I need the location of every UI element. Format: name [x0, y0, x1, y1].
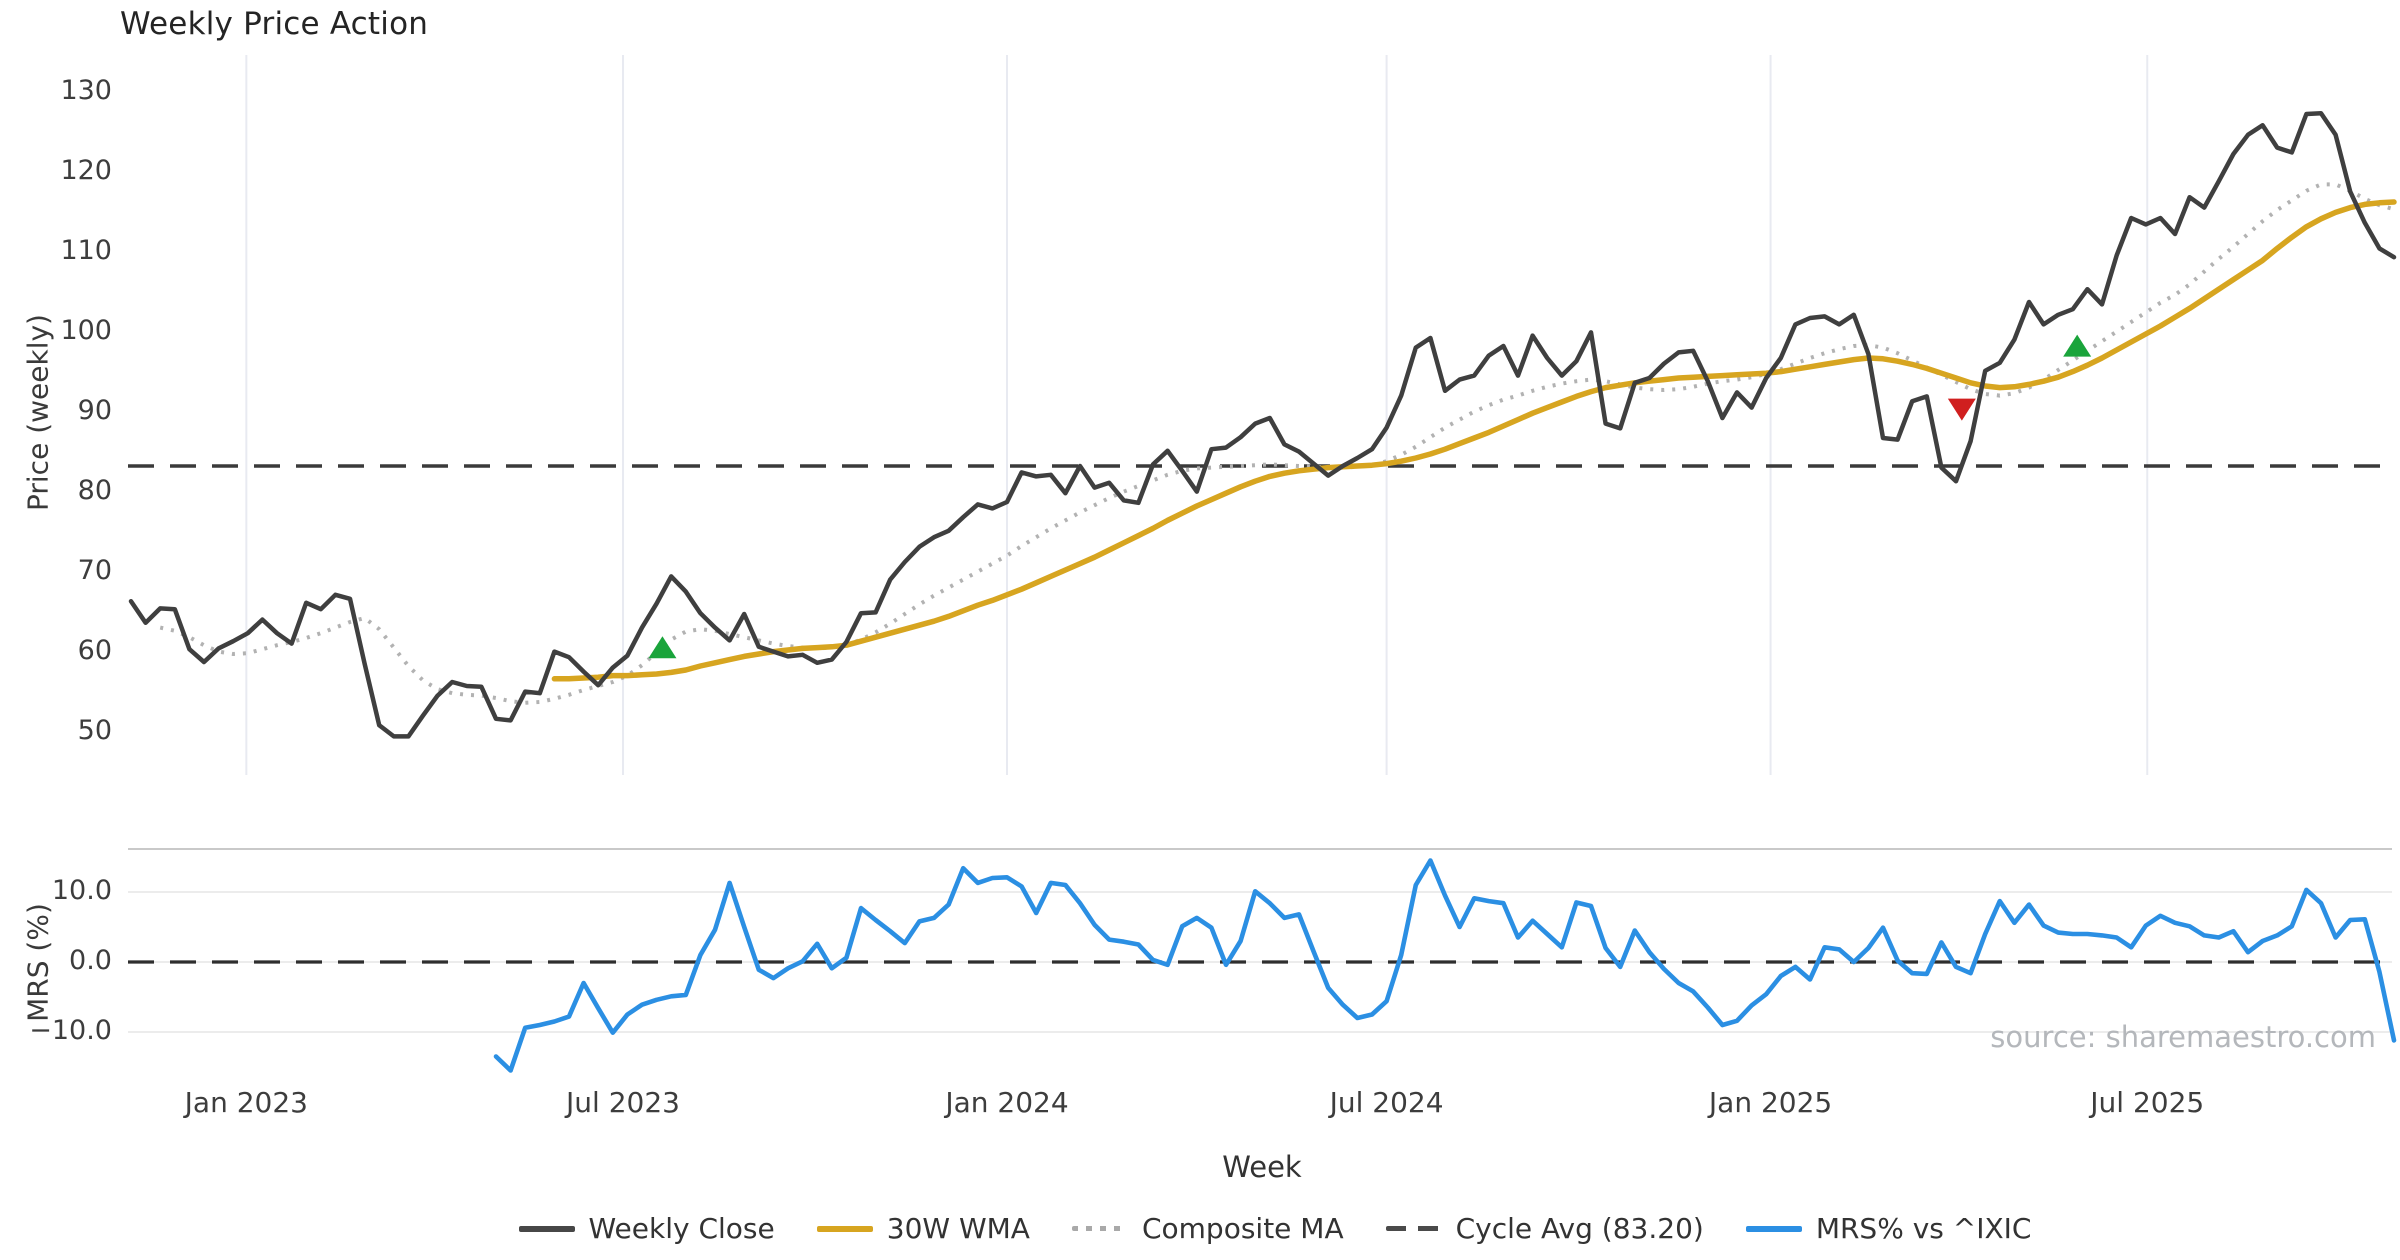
x-tick-label: Jul 2025 [2090, 1086, 2205, 1119]
legend-item-weekly-close: Weekly Close [518, 1212, 775, 1245]
x-tick-label: Jan 2025 [1708, 1086, 1833, 1119]
price-tick-label: 50 [77, 714, 112, 746]
legend-item-composite-ma: Composite MA [1071, 1212, 1344, 1245]
buy-signal-marker [648, 636, 677, 659]
x-tick-label: Jan 2024 [945, 1086, 1069, 1119]
chart-title: Weekly Price Action [120, 6, 429, 42]
legend-swatch-solid [1745, 1225, 1802, 1232]
legend-label: Cycle Avg (83.20) [1455, 1212, 1704, 1245]
source-watermark: source: sharemaestro.com [1990, 1020, 2376, 1054]
price-tick-label: 70 [77, 554, 112, 586]
legend-item-mrs: MRS% vs ^IXIC [1745, 1212, 2032, 1245]
legend-label: Weekly Close [588, 1212, 775, 1245]
sell-signal-marker [1947, 398, 1976, 421]
legend-swatch-solid [816, 1225, 873, 1232]
buy-signal-marker [2063, 334, 2092, 357]
mrs-tick-label: 10.0 [51, 875, 112, 906]
mrs-line [493, 858, 2397, 1073]
price-tick-label: 90 [77, 394, 112, 426]
x-tick-label: Jan 2023 [184, 1086, 308, 1119]
price-tick-label: 60 [77, 634, 112, 666]
mrs-tick-label: −10.0 [29, 1015, 112, 1046]
x-axis-label: Week [1222, 1150, 1302, 1184]
legend-label: Composite MA [1141, 1212, 1344, 1245]
price-tick-label: 120 [60, 154, 112, 186]
price-tick-label: 100 [60, 314, 112, 346]
legend-label: MRS% vs ^IXIC [1815, 1212, 2032, 1245]
price-tick-label: 110 [60, 234, 112, 266]
legend-swatch-solid [518, 1225, 575, 1232]
legend-swatch-dashed [1385, 1226, 1442, 1231]
price-tick-label: 130 [60, 74, 112, 106]
weekly-close-line [128, 110, 2397, 739]
legend-swatch-dotted [1071, 1226, 1128, 1231]
wma-line [551, 199, 2397, 682]
x-tick-label: Jul 2023 [566, 1086, 680, 1119]
chart-legend: Weekly Close 30W WMA Composite MA Cycle Avg… [0, 1212, 2400, 1245]
legend-item-wma: 30W WMA [816, 1212, 1030, 1245]
composite-ma-line [159, 182, 2395, 705]
x-tick-label: Jul 2024 [1329, 1086, 1444, 1119]
mrs-tick-label: 0.0 [69, 945, 112, 976]
legend-item-cycle-avg: Cycle Avg (83.20) [1385, 1212, 1704, 1245]
legend-label: 30W WMA [886, 1212, 1030, 1245]
price-tick-label: 80 [77, 474, 112, 506]
